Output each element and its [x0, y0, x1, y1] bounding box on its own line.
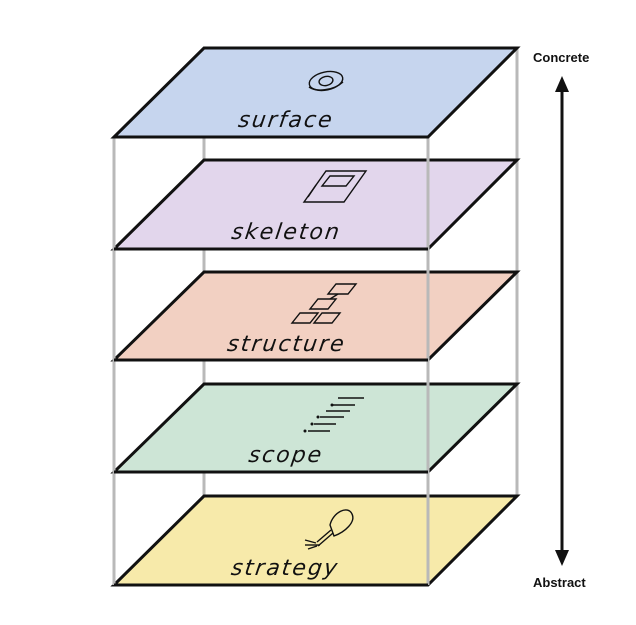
layer-strategy: strategy [110, 494, 521, 587]
layer-label-strategy: strategy [229, 555, 340, 581]
arrow-down-icon [555, 550, 569, 566]
layer-label-skeleton: skeleton [230, 219, 343, 245]
wireframe-page-icon [302, 170, 368, 203]
layer-structure: structure [110, 270, 521, 362]
layer-skeleton: skeleton [110, 158, 521, 251]
surface-plane [110, 46, 521, 139]
axis-label-abstract: Abstract [533, 575, 586, 590]
axis-label-concrete: Concrete [533, 50, 590, 65]
layer-surface: surface [110, 46, 521, 139]
arrow-up-icon [555, 76, 569, 92]
layer-scope: scope [110, 382, 521, 474]
layer-label-surface: surface [237, 107, 336, 133]
requirements-list-icon [303, 397, 364, 433]
layer-label-scope: scope [247, 442, 325, 468]
plane-front-edges [114, 247, 428, 587]
flowchart-icon [290, 283, 358, 324]
lightbulb-icon [304, 509, 354, 550]
layer-label-structure: structure [226, 331, 348, 357]
abstraction-axis [555, 76, 569, 566]
eye-icon [308, 70, 344, 92]
